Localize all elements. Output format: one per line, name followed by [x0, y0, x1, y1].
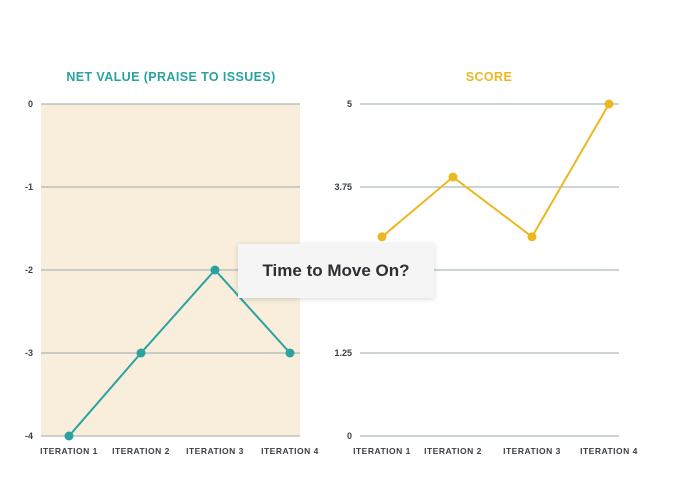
x-tick-label: ITERATION 2	[112, 446, 170, 456]
callout-text: Time to Move On?	[262, 261, 410, 280]
y-tick-label: 0	[347, 431, 352, 441]
data-point	[64, 431, 74, 441]
callout-box: Time to Move On?	[238, 244, 434, 298]
chart-2: 5 3.75 1.25 0 SCORE ITERATION 1 ITERATION 2 ITE…	[334, 70, 637, 456]
x-tick-label: ITERATION 1	[353, 446, 411, 456]
y-tick-label: -1	[25, 182, 33, 192]
x-tick-label: ITERATION 4	[261, 446, 319, 456]
y-tick-label: 3.75	[334, 182, 352, 192]
series-line	[381, 103, 610, 239]
data-point	[210, 265, 220, 275]
x-tick-label: ITERATION 2	[424, 446, 482, 456]
y-tick-label: 1.25	[334, 348, 352, 358]
data-point	[527, 232, 537, 242]
y-tick-label: -2	[25, 265, 33, 275]
data-point	[604, 99, 614, 109]
chart-title: SCORE	[466, 70, 512, 84]
data-point	[285, 348, 295, 358]
y-tick-label: 5	[347, 99, 352, 109]
chart-title: NET VALUE (PRAISE TO ISSUES)	[66, 70, 275, 84]
x-tick-label: ITERATION 3	[503, 446, 561, 456]
data-point	[448, 172, 458, 182]
x-tick-label: ITERATION 1	[40, 446, 98, 456]
y-tick-label: 0	[28, 99, 33, 109]
x-tick-label: ITERATION 3	[186, 446, 244, 456]
data-point	[377, 232, 387, 242]
data-point	[136, 348, 146, 358]
y-tick-label: -3	[25, 348, 33, 358]
y-tick-label: -4	[25, 431, 33, 441]
x-tick-label: ITERATION 4	[580, 446, 638, 456]
series-line	[68, 268, 291, 437]
